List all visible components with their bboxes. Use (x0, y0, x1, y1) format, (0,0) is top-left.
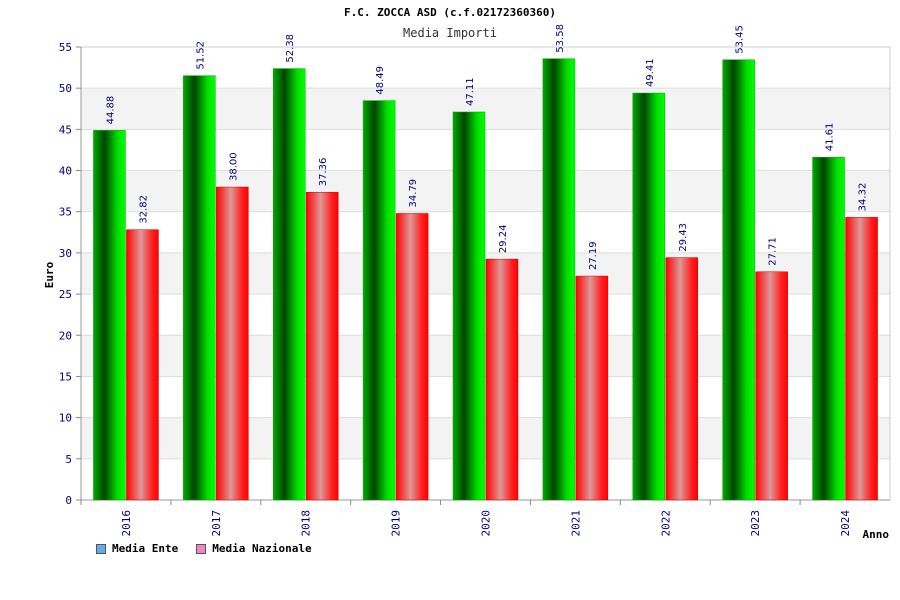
y-tick-label: 20 (59, 329, 72, 342)
y-tick-label: 45 (59, 123, 72, 136)
bar-media-nazionale (485, 258, 519, 501)
x-tick-label: 2022 (659, 510, 672, 537)
bar-value-label: 51.52 (195, 41, 206, 70)
x-tick-label: 2024 (839, 510, 852, 537)
y-tick-label: 10 (59, 412, 72, 425)
bar-value-label: 53.45 (735, 25, 746, 54)
chart-title: F.C. ZOCCA ASD (c.f.02172360360) (344, 6, 556, 19)
legend-label-nazionale: Media Nazionale (212, 542, 312, 555)
legend: Media Ente Media Nazionale (96, 542, 312, 555)
bar-value-label: 41.61 (825, 123, 836, 152)
bar-media-nazionale (216, 186, 249, 501)
x-tick-label: 2020 (480, 510, 493, 537)
bar-media-ente (542, 58, 576, 501)
y-tick-label: 50 (59, 82, 72, 95)
grid-band (81, 335, 890, 377)
legend-swatch-ente (96, 543, 106, 554)
bar-media-ente (93, 130, 126, 501)
y-tick-label: 40 (59, 165, 72, 178)
bar-value-label: 52.38 (285, 34, 296, 63)
bar-value-label: 38.00 (228, 152, 239, 181)
bar-media-nazionale (305, 192, 339, 501)
bar-value-label: 37.36 (318, 158, 329, 187)
bar-media-nazionale (575, 275, 609, 501)
bar-value-label: 34.32 (858, 183, 869, 212)
grid-band (81, 417, 890, 459)
bar-value-label: 29.24 (498, 225, 509, 254)
bar-media-ente (452, 111, 486, 501)
x-tick-label: 2021 (569, 510, 582, 537)
grid-band (81, 170, 890, 212)
bar-media-nazionale (755, 271, 788, 501)
bar-media-nazionale (126, 229, 159, 501)
bar-media-nazionale (665, 257, 699, 501)
grid-band (81, 88, 890, 130)
bar-media-ente (362, 100, 396, 501)
bar-media-ente (183, 75, 216, 501)
y-tick-label: 25 (59, 288, 72, 301)
y-tick-label: 55 (59, 41, 72, 54)
bar-media-ente (812, 157, 845, 501)
bar-media-nazionale (845, 217, 878, 501)
legend-item-ente: Media Ente (96, 542, 178, 555)
bar-value-label: 48.49 (375, 66, 386, 95)
bar-value-label: 47.11 (465, 77, 476, 106)
x-tick-label: 2017 (210, 510, 223, 537)
bar-value-label: 53.58 (555, 24, 566, 53)
y-axis-title: Euro (43, 261, 56, 288)
legend-swatch-nazionale (196, 543, 207, 554)
bar-value-label: 44.88 (105, 96, 116, 125)
y-tick-label: 30 (59, 247, 72, 260)
bar-media-ente (272, 68, 306, 501)
y-tick-label: 0 (65, 494, 72, 507)
bar-media-ente (632, 92, 666, 501)
y-tick-label: 15 (59, 370, 72, 383)
x-tick-label: 2019 (390, 510, 403, 537)
legend-label-ente: Media Ente (112, 542, 179, 555)
y-tick-label: 35 (59, 206, 72, 219)
bar-media-ente (722, 59, 755, 501)
legend-item-nazionale: Media Nazionale (196, 542, 312, 555)
x-tick-label: 2018 (300, 510, 313, 537)
bar-value-label: 32.82 (138, 195, 149, 224)
grid-band (81, 252, 890, 295)
x-axis-title: Anno (863, 528, 890, 541)
bar-media-nazionale (395, 213, 429, 501)
bar-value-label: 34.79 (408, 179, 419, 208)
bar-value-label: 49.41 (645, 58, 656, 87)
x-tick-label: 2023 (749, 510, 762, 537)
y-tick-label: 5 (65, 453, 72, 466)
bar-value-label: 27.71 (768, 237, 779, 266)
bar-value-label: 27.19 (588, 241, 599, 270)
chart-subtitle: Media Importi (403, 26, 497, 40)
bar-value-label: 29.43 (678, 223, 689, 252)
x-tick-label: 2016 (120, 510, 133, 537)
